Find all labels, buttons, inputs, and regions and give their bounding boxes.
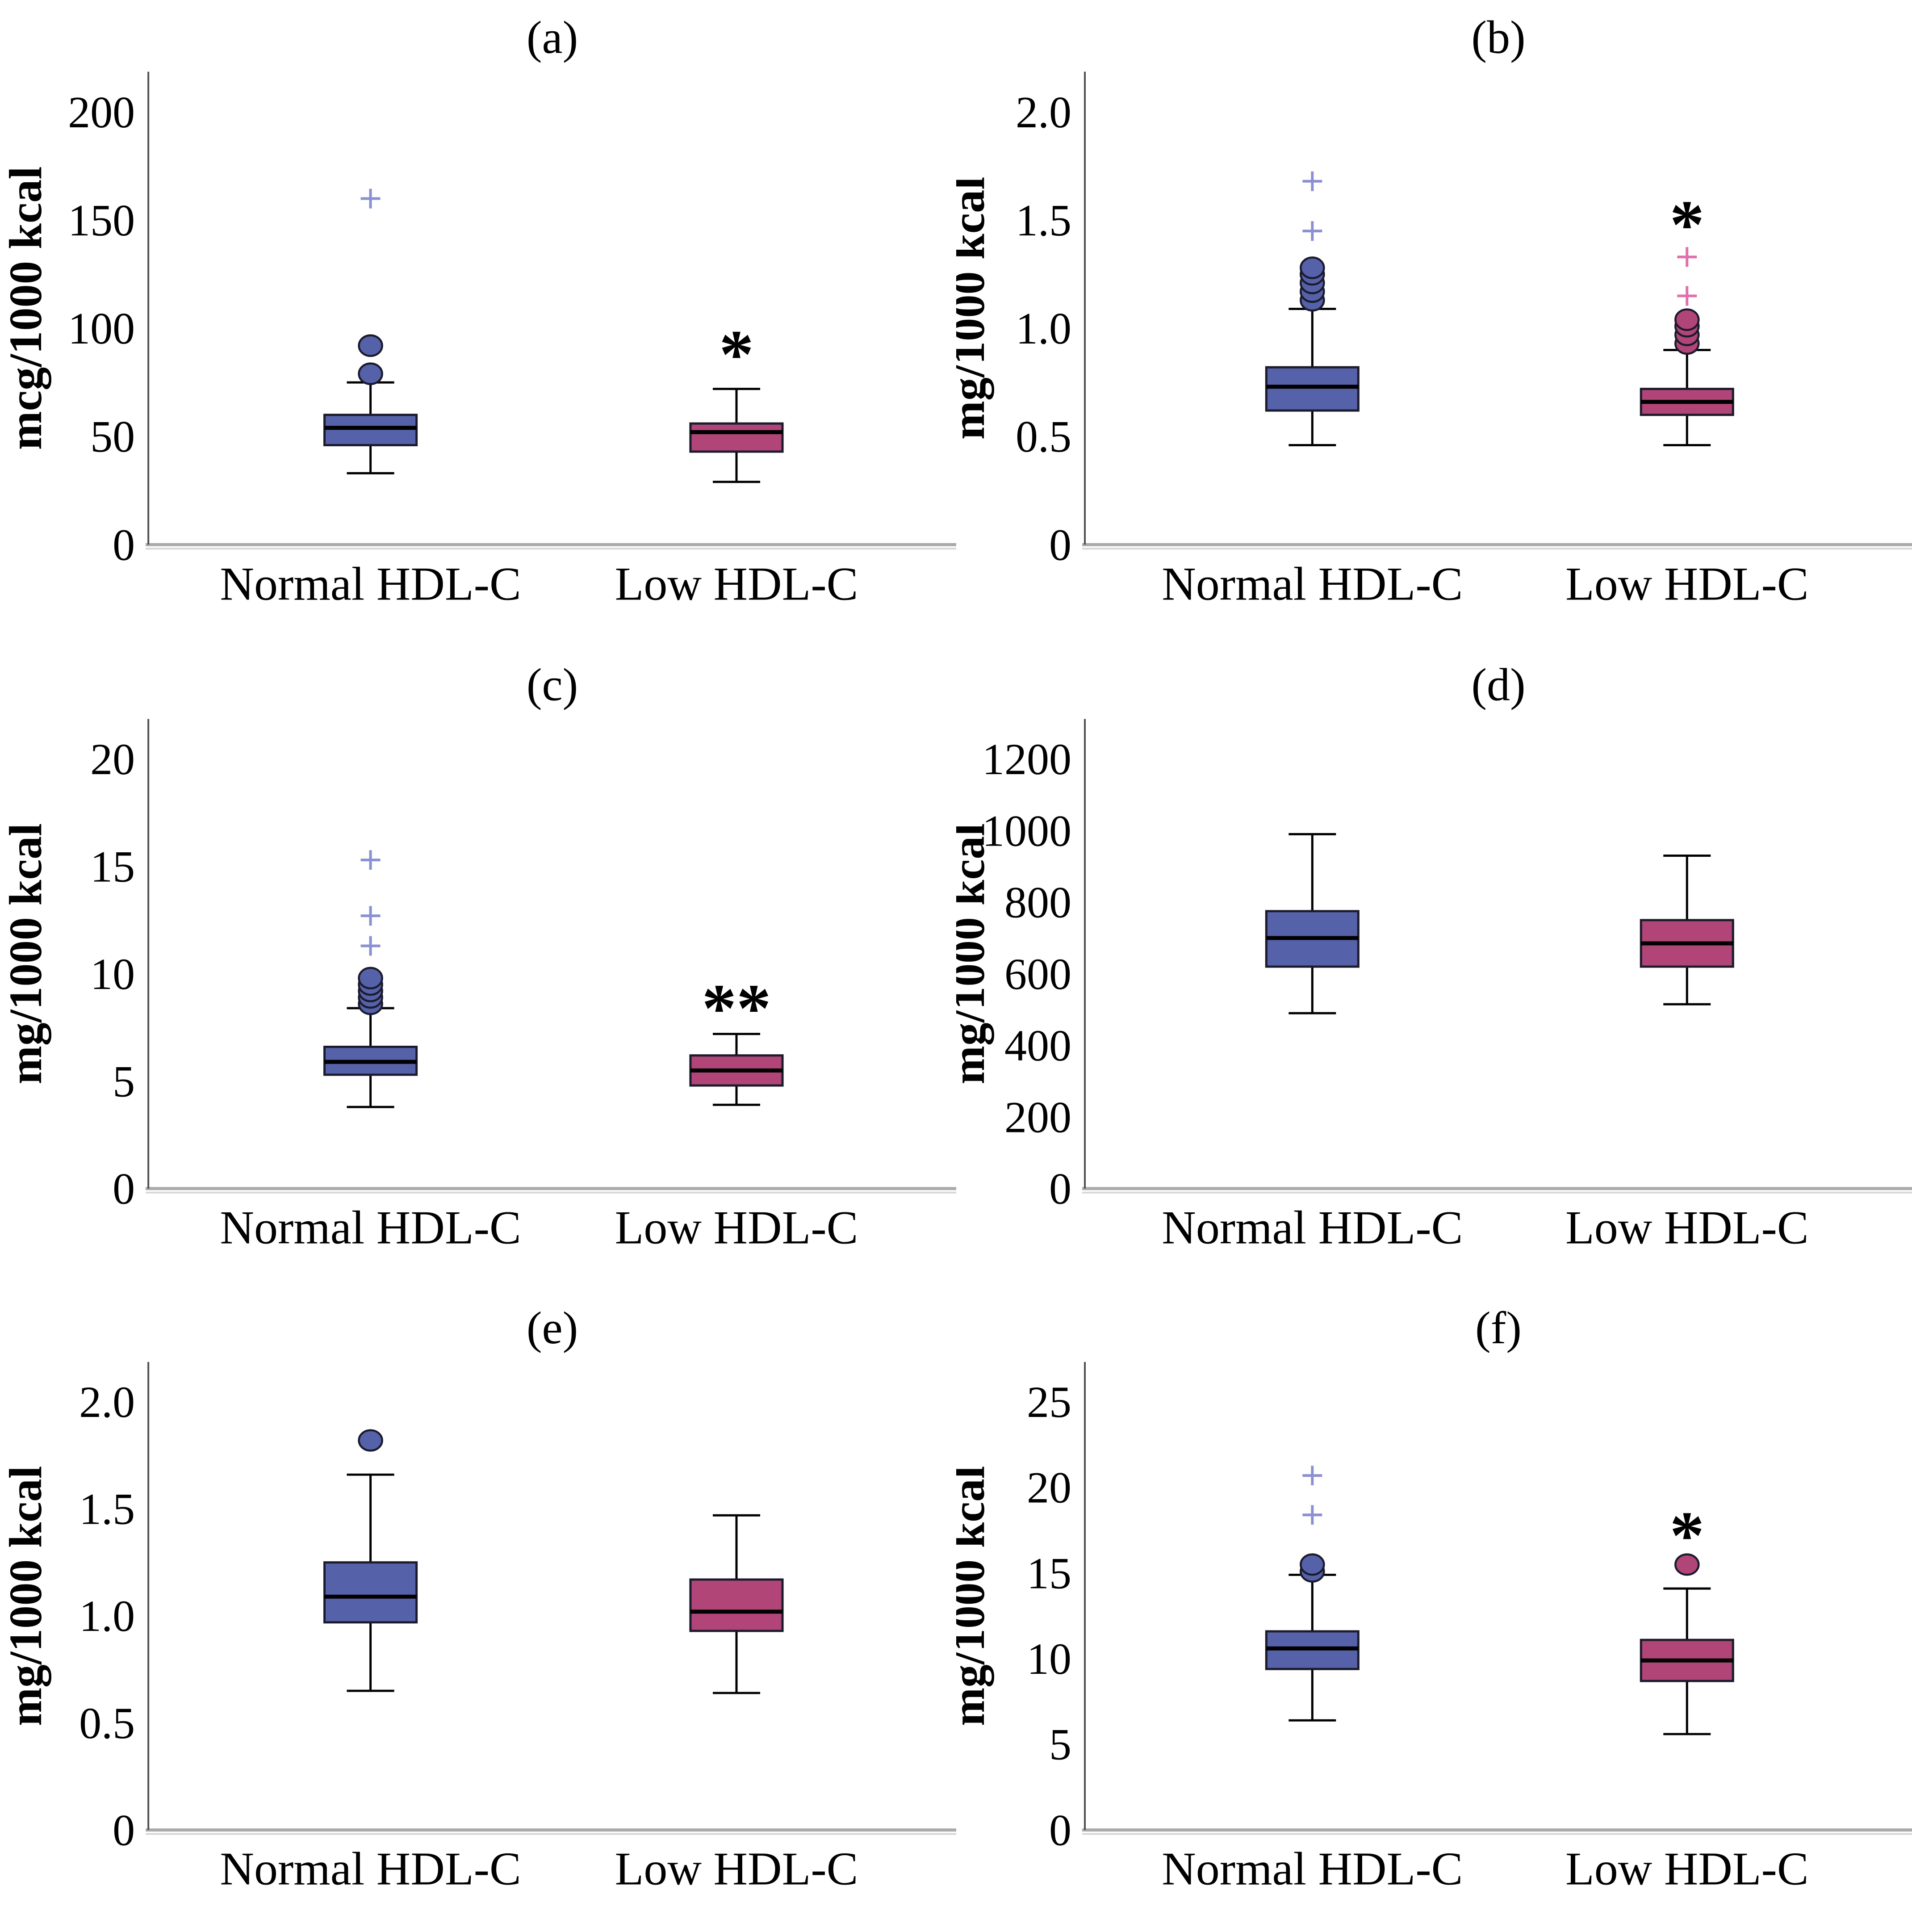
category-label: Normal HDL-C <box>1162 557 1463 610</box>
outlier-plus-marker <box>360 850 381 870</box>
y-tick-label: 1.0 <box>79 1592 135 1641</box>
outlier-plus-marker <box>360 906 381 926</box>
outlier-circle <box>358 334 383 357</box>
box-rect-low <box>689 1578 784 1632</box>
category-label: Low HDL-C <box>1565 1202 1809 1254</box>
box-rect-normal <box>1265 366 1360 412</box>
category-label: Normal HDL-C <box>1162 1843 1463 1895</box>
panel-b: (b) mg/1000 kcal 0 0.5 1.0 1.5 2.0 Normal HDL-C… <box>956 0 1912 648</box>
y-axis-label: mg/1000 kcal <box>0 823 51 1084</box>
outlier-plus-marker <box>1302 1505 1322 1525</box>
outlier-circle <box>1300 1553 1325 1576</box>
outlier-plus-marker <box>360 189 381 209</box>
outlier-plus-marker <box>1302 1466 1322 1485</box>
boxplot-d: (d) mg/1000 kcal 0 200 400 600 800 1000 1200 Norm… <box>956 659 1912 1254</box>
category-label: Normal HDL-C <box>220 557 521 610</box>
panel-title: (f) <box>1475 1303 1522 1354</box>
y-axis-label: mg/1000 kcal <box>956 1466 994 1726</box>
category-label: Low HDL-C <box>615 1843 858 1895</box>
significance-asterisk: ** <box>702 970 771 1047</box>
category-label: Low HDL-C <box>615 557 858 610</box>
panel-title: (c) <box>527 659 578 711</box>
panel-a: (a) mcg/1000 kcal 0 50 100 150 200 Normal HDL-C… <box>0 0 956 648</box>
y-tick-label: 5 <box>1049 1720 1071 1769</box>
outlier-plus-marker <box>1302 171 1322 191</box>
outlier-circle <box>358 1429 383 1452</box>
y-tick-label: 400 <box>1004 1021 1071 1070</box>
boxplot-e: (e) mg/1000 kcal 0 0.5 1.0 1.5 2.0 Normal HDL-C… <box>0 1303 956 1895</box>
boxplot-b: (b) mg/1000 kcal 0 0.5 1.0 1.5 2.0 Normal HDL-C… <box>956 11 1912 610</box>
y-tick-label: 2.0 <box>1016 88 1071 137</box>
y-tick-label: 0 <box>1049 1164 1071 1214</box>
significance-asterisk: * <box>719 316 754 393</box>
outlier-circle <box>1300 256 1325 279</box>
y-tick-label: 0 <box>1049 520 1071 570</box>
y-tick-label: 10 <box>1027 1634 1071 1684</box>
y-axis-label: mg/1000 kcal <box>0 1466 51 1726</box>
panel-title: (d) <box>1471 659 1525 711</box>
y-tick-label: 0.5 <box>1016 412 1071 461</box>
y-tick-label: 0 <box>113 1164 135 1214</box>
y-tick-label: 800 <box>1004 878 1071 927</box>
y-tick-label: 0 <box>1049 1806 1071 1855</box>
y-tick-label: 1000 <box>982 806 1071 855</box>
y-tick-label: 1200 <box>982 734 1071 784</box>
category-label: Normal HDL-C <box>1162 1202 1463 1254</box>
boxplot-f: (f) mg/1000 kcal 0 5 10 15 20 25 Normal HDL-C * Lo… <box>956 1303 1912 1895</box>
y-axis-label: mg/1000 kcal <box>956 823 994 1084</box>
outlier-circle <box>358 967 383 989</box>
y-axis-label: mcg/1000 kcal <box>0 167 51 450</box>
category-label: Low HDL-C <box>1565 557 1809 610</box>
y-tick-label: 150 <box>68 196 135 245</box>
y-tick-label: 0 <box>113 520 135 570</box>
y-tick-label: 0.5 <box>79 1698 135 1748</box>
boxplot-c: (c) mg/1000 kcal 0 5 10 15 20 Normal HDL-C ** Low… <box>0 659 956 1254</box>
box-rect-normal <box>323 414 418 446</box>
y-tick-label: 200 <box>68 88 135 137</box>
category-label: Low HDL-C <box>1565 1843 1809 1895</box>
panel-e: (e) mg/1000 kcal 0 0.5 1.0 1.5 2.0 Normal HDL-C… <box>0 1291 956 1932</box>
outlier-plus-marker <box>1302 221 1322 241</box>
y-tick-label: 1.0 <box>1016 304 1071 353</box>
y-tick-label: 15 <box>1027 1549 1071 1598</box>
outlier-circle <box>1674 1553 1700 1576</box>
y-tick-label: 1.5 <box>1016 196 1071 245</box>
category-label: Low HDL-C <box>615 1202 858 1254</box>
box-rect-low <box>689 422 784 453</box>
category-label: Normal HDL-C <box>220 1843 521 1895</box>
panel-d: (d) mg/1000 kcal 0 200 400 600 800 1000 1200 Norm… <box>956 648 1912 1291</box>
outlier-circle <box>1674 308 1700 331</box>
y-tick-label: 600 <box>1004 949 1071 999</box>
y-tick-label: 15 <box>90 842 135 892</box>
box-rect-normal <box>323 1561 418 1624</box>
y-tick-label: 0 <box>113 1806 135 1855</box>
y-axis-label: mg/1000 kcal <box>956 177 994 440</box>
outlier-plus-marker <box>360 936 381 956</box>
y-tick-label: 100 <box>68 304 135 353</box>
panel-title: (a) <box>527 11 578 63</box>
y-tick-label: 5 <box>113 1056 135 1106</box>
y-tick-label: 50 <box>90 412 135 461</box>
panel-f: (f) mg/1000 kcal 0 5 10 15 20 25 Normal HDL-C * Lo… <box>956 1291 1912 1932</box>
panel-title: (e) <box>527 1303 578 1354</box>
category-label: Normal HDL-C <box>220 1202 521 1254</box>
outlier-plus-marker <box>1677 286 1697 306</box>
outlier-plus-marker <box>1677 247 1697 267</box>
y-tick-label: 1.5 <box>79 1484 135 1534</box>
y-tick-label: 20 <box>1027 1463 1071 1513</box>
outlier-circle <box>358 362 383 386</box>
significance-asterisk: * <box>1670 1497 1705 1573</box>
y-tick-label: 10 <box>90 949 135 999</box>
y-tick-label: 20 <box>90 734 135 784</box>
y-tick-label: 200 <box>1004 1093 1071 1142</box>
y-tick-label: 25 <box>1027 1377 1071 1427</box>
panel-c: (c) mg/1000 kcal 0 5 10 15 20 Normal HDL-C ** Low… <box>0 648 956 1291</box>
significance-asterisk: * <box>1670 186 1704 263</box>
y-tick-label: 2.0 <box>79 1377 135 1427</box>
panel-title: (b) <box>1471 11 1525 63</box>
boxplot-a: (a) mcg/1000 kcal 0 50 100 150 200 Normal HDL-C… <box>0 11 956 610</box>
